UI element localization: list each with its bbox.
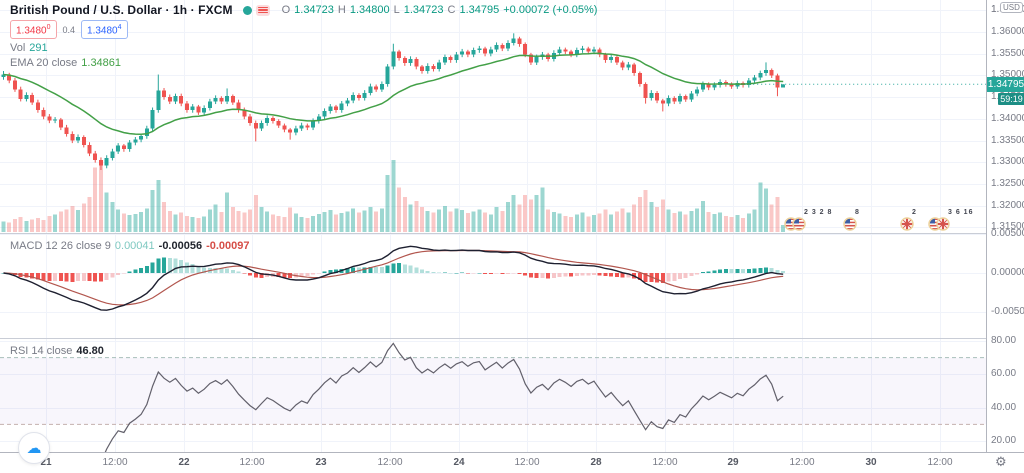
rsi-tick: 20.00 [991,435,1017,446]
menu-icon[interactable] [255,4,270,16]
cloud-sync-button[interactable]: ☁ [18,432,50,464]
time-tick: 12:00 [102,457,128,468]
time-tick: 23 [315,457,327,468]
open-value: 1.34723 [294,4,334,16]
time-tick: 22 [178,457,190,468]
event-count: 8 [855,209,860,216]
pane-separator-macd[interactable] [0,233,1024,234]
macd-pane [1,245,786,311]
rsi-value: 46.80 [76,345,104,357]
time-tick: 12:00 [789,457,815,468]
time-tick: 21 [40,457,52,468]
rsi-legend[interactable]: RSI 14 close 46.80 [10,345,104,360]
time-axis[interactable]: ⚙ 21 12:00 22 12:00 23 12:00 24 12:00 28 12:00 29 1… [0,452,1024,473]
currency-chip[interactable]: USD [1000,2,1023,13]
settings-gear-icon[interactable]: ⚙ [995,455,1007,470]
rsi-label: RSI 14 close [10,345,73,357]
volume-bars [1,160,786,232]
close-label: C [447,4,456,16]
symbol-row[interactable]: British Pound / U.S. Dollar · 1h · FXCM … [10,3,597,17]
ema-value: 1.34861 [81,57,122,70]
bid-ask-row: 1.34800 0.4 1.34804 [10,20,597,40]
time-tick: 12:00 [927,457,953,468]
macd-tick: -0.00500 [991,306,1024,317]
low-value: 1.34723 [403,4,444,16]
volume-legend[interactable]: Vol 291 [10,42,597,54]
chart-plot-area[interactable] [0,0,986,452]
time-tick: 12:00 [652,457,678,468]
price-axis[interactable]: 1. USD 1.34795 59:19 1.365001.360001.355… [986,0,1024,452]
price-tick: 1.35500 [991,48,1024,59]
flag-us-icon [792,217,806,236]
macd-line-value: -0.00056 [158,240,203,252]
spread-value: 0.4 [62,24,76,35]
volume-label: Vol [10,42,26,55]
last-price-badge: 1.34795 [987,77,1024,92]
price-tick: 1.33500 [991,135,1024,146]
event-count: 2 3 2 8 [804,209,833,216]
flag-gb-icon [936,217,950,236]
time-tick: 12:00 [377,457,403,468]
event-count: 3 6 16 [948,209,974,216]
price-tick: 1.35000 [991,69,1024,80]
sell-button[interactable]: 1.34800 [10,20,57,40]
macd-legend[interactable]: MACD 12 26 close 9 0.00041 -0.00056 -0.0… [10,240,250,255]
candlestick-series [1,33,786,171]
flag-gb-icon [900,217,914,236]
time-tick: 30 [865,457,877,468]
time-tick: 12:00 [514,457,540,468]
time-tick: 12:00 [239,457,265,468]
low-label: L [393,4,400,16]
close-value: 1.34795 [459,4,500,16]
status-dot-icon[interactable] [242,5,252,15]
macd-tick: 0.00500 [991,228,1024,239]
volume-value: 291 [29,42,48,55]
event-count: 2 [912,209,917,216]
ema-legend[interactable]: EMA 20 close 1.34861 [10,57,597,69]
flag-us-icon [784,217,798,236]
ema-label: EMA 20 close [10,57,78,70]
macd-tick: 0.00000 [991,267,1024,278]
grid-lines [0,0,986,452]
axis-top-tick-fragment: 1. [991,4,1000,15]
main-pane-legend: British Pound / U.S. Dollar · 1h · FXCM … [10,3,597,72]
rsi-line [104,342,784,452]
macd-line [3,245,784,311]
buy-button[interactable]: 1.34804 [81,20,128,40]
macd-hist-value: 0.00041 [114,240,155,252]
high-label: H [337,4,346,16]
pane-separator-rsi[interactable] [0,338,1024,339]
cloud-icon: ☁ [26,439,42,457]
flag-us-icon [843,217,857,236]
time-tick: 29 [727,457,739,468]
ema-line [3,52,784,136]
price-tick: 1.36000 [991,26,1024,37]
rsi-tick: 40.00 [991,402,1017,413]
time-tick: 28 [590,457,602,468]
macd-signal-line [3,249,784,306]
macd-label: MACD 12 26 close 9 [10,240,111,252]
rsi-pane [0,342,986,452]
time-tick: 24 [453,457,465,468]
price-tick: 1.33000 [991,156,1024,167]
open-label: O [281,4,291,16]
rsi-tick: 80.00 [991,335,1017,346]
high-value: 1.34800 [349,4,390,16]
price-tick: 1.31500 [991,221,1024,232]
macd-signal-value: -0.00097 [206,240,250,252]
symbol-title[interactable]: British Pound / U.S. Dollar · 1h · FXCM [10,3,233,17]
bar-countdown: 59:19 [998,93,1024,105]
price-tick: 1.32000 [991,200,1024,211]
rsi-tick: 60.00 [991,368,1017,379]
price-tick: 1.34000 [991,113,1024,124]
change-value: +0.00072 (+0.05%) [503,4,598,16]
price-tick: 1.32500 [991,178,1024,189]
